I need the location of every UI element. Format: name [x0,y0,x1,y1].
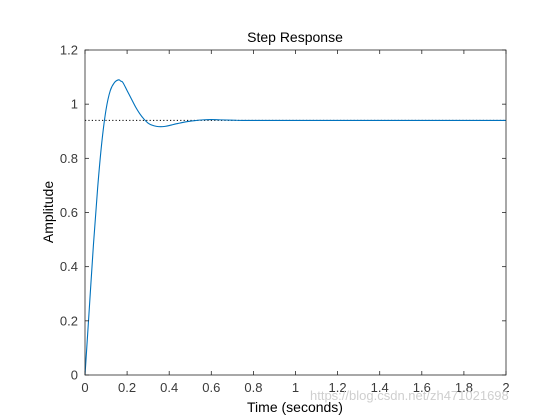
y-tick-label: 1 [71,97,78,112]
x-tick-label: 2 [502,380,509,395]
x-tick-label: 0 [81,380,88,395]
y-tick-label: 1.2 [60,43,78,58]
x-tick-label: 0.2 [118,380,136,395]
y-tick-label: 0.8 [60,151,78,166]
step-response-line [84,79,506,376]
y-tick-label: 0.2 [60,313,78,328]
watermark-text: https://blog.csdn.net/zh471021698 [310,388,509,403]
x-tick-label: 1.2 [329,380,347,395]
y-tick-label: 0 [71,368,78,383]
x-axis-label: Time (seconds) [247,399,343,415]
x-tick-label: 1.6 [413,380,431,395]
plot-area [85,50,506,375]
chart-title: Step Response [247,29,343,45]
x-tick-label: 1.4 [371,380,389,395]
y-tick-label: 0.6 [60,205,78,220]
x-tick-label: 1 [292,380,299,395]
x-tick-label: 0.8 [244,380,262,395]
chart-marks [84,79,506,376]
axis-ticks: 0 0.2 0.4 0.6 0.8 1 1.2 1.4 1.6 1.8 2 0 0.2 0.4 0.6 0.8… [60,43,510,396]
x-tick-label: 0.4 [160,380,178,395]
y-tick-label: 0.4 [60,259,78,274]
y-axis-label: Amplitude [40,181,56,243]
x-tick-label: 1.8 [455,380,473,395]
x-tick-label: 0.6 [202,380,220,395]
